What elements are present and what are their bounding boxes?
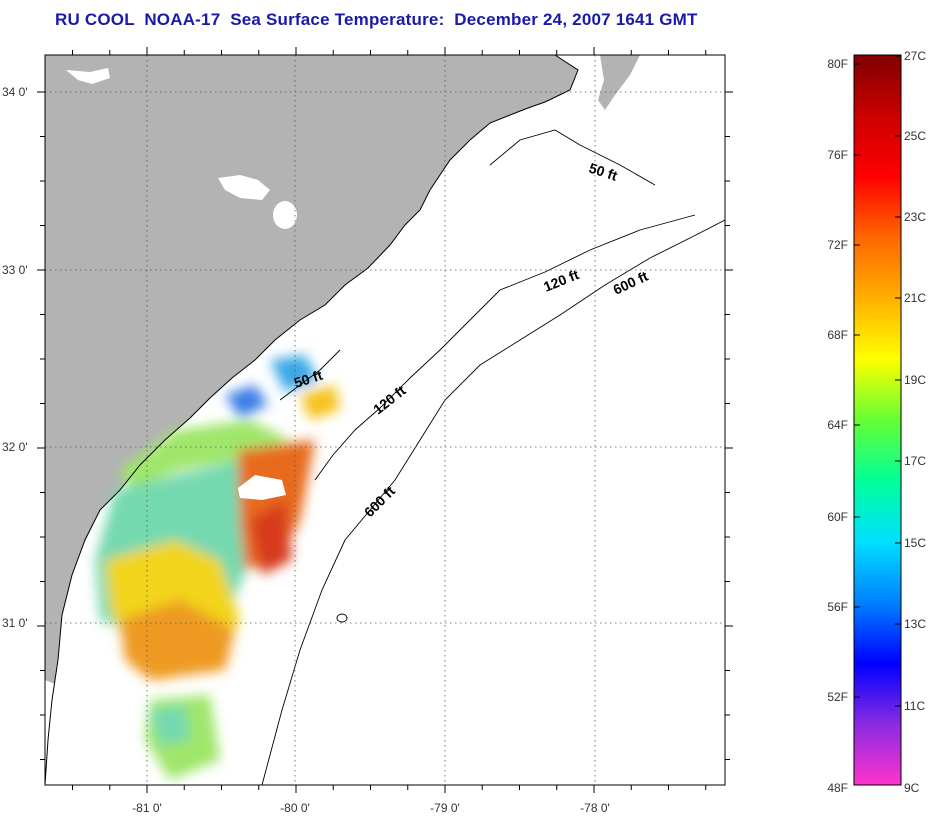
colorbar-c-label: 21C <box>904 291 926 305</box>
colorbar-f-label: 48F <box>827 781 848 795</box>
lon-label: -78 0' <box>580 801 610 815</box>
colorbar-c-label: 15C <box>904 536 926 550</box>
colorbar-c-label: 25C <box>904 129 926 143</box>
colorbar-f-label: 52F <box>827 690 848 704</box>
colorbar-f-label: 72F <box>827 238 848 252</box>
land-area <box>45 55 578 785</box>
colorbar-ticks <box>854 55 901 707</box>
lat-label: 32 0' <box>2 440 28 454</box>
colorbar-f-label: 80F <box>827 57 848 71</box>
colorbar-c-label: 27C <box>904 49 926 63</box>
isobath-50ft-north <box>489 129 656 186</box>
lat-lon-grid <box>45 55 725 785</box>
isobath-seamount <box>336 613 348 623</box>
colorbar-c-label: 19C <box>904 373 926 387</box>
sst-data-layer <box>95 355 340 780</box>
colorbar-c-label: 17C <box>904 454 926 468</box>
colorbar-c-label: 11C <box>904 699 925 713</box>
lat-label: 33 0' <box>2 263 28 277</box>
inland-lake <box>340 288 368 310</box>
inland-lake <box>273 201 297 229</box>
isobath-120ft <box>314 214 696 481</box>
inland-lake <box>218 175 270 200</box>
colorbar-f-label: 64F <box>827 418 848 432</box>
axis-ticks <box>37 47 733 793</box>
temperature-colorbar <box>853 54 902 786</box>
inland-lake <box>66 68 110 84</box>
colorbar-f-label: 56F <box>827 600 848 614</box>
colorbar-f-label: 60F <box>827 510 848 524</box>
isobath-600ft <box>261 219 725 785</box>
map-title: RU COOL NOAA-17 Sea Surface Temperature:… <box>55 10 698 29</box>
lon-label: -79 0' <box>430 801 460 815</box>
map-frame <box>44 54 726 786</box>
lon-label: -81 0' <box>132 801 162 815</box>
coastline <box>45 55 579 785</box>
lon-label: -80 0' <box>280 801 310 815</box>
isobath-50ft-south <box>279 349 341 401</box>
colorbar-c-label: 9C <box>904 781 920 795</box>
colorbar-c-label: 13C <box>904 617 926 631</box>
inland-lake <box>45 680 80 785</box>
land-outer-banks <box>598 55 640 110</box>
colorbar-f-label: 68F <box>827 328 848 342</box>
lat-label: 31 0' <box>2 616 28 630</box>
cloud-gap <box>238 475 286 500</box>
colorbar-f-label: 76F <box>827 148 848 162</box>
lat-label: 34 0' <box>2 85 28 99</box>
colorbar-c-label: 23C <box>904 210 926 224</box>
